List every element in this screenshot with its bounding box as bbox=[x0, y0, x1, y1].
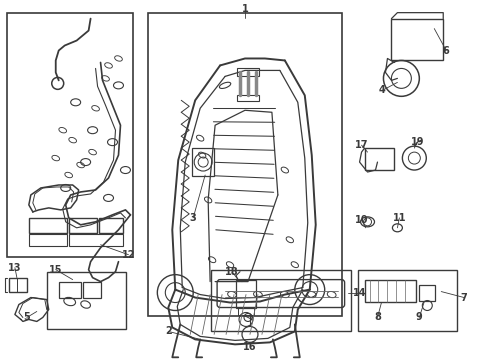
Text: 6: 6 bbox=[443, 45, 450, 55]
Bar bbox=[29, 234, 67, 246]
Text: 12: 12 bbox=[122, 250, 135, 260]
Bar bbox=[236, 280, 256, 307]
Bar bbox=[7, 13, 133, 257]
Text: 10: 10 bbox=[355, 215, 368, 225]
Bar bbox=[148, 13, 342, 316]
Text: 7: 7 bbox=[461, 293, 467, 302]
Text: 1: 1 bbox=[242, 4, 248, 14]
Bar bbox=[29, 218, 67, 233]
Text: 15: 15 bbox=[49, 265, 63, 275]
Text: 18: 18 bbox=[225, 267, 239, 276]
Text: 14: 14 bbox=[353, 288, 367, 298]
Text: 5: 5 bbox=[24, 312, 30, 323]
Bar bbox=[59, 282, 81, 298]
Bar bbox=[69, 234, 123, 246]
Bar bbox=[358, 270, 457, 332]
Text: 8: 8 bbox=[374, 312, 381, 323]
Bar bbox=[211, 270, 350, 332]
Bar bbox=[192, 148, 214, 176]
Text: 17: 17 bbox=[355, 140, 368, 150]
Text: 2: 2 bbox=[165, 327, 172, 336]
Text: 16: 16 bbox=[243, 342, 257, 352]
Bar bbox=[365, 280, 416, 302]
Bar bbox=[69, 218, 97, 233]
Bar bbox=[9, 278, 27, 292]
Text: 11: 11 bbox=[392, 213, 406, 223]
Text: 19: 19 bbox=[411, 137, 424, 147]
Bar bbox=[238, 307, 254, 315]
Text: 4: 4 bbox=[379, 85, 386, 95]
Bar bbox=[83, 282, 100, 298]
Bar bbox=[237, 68, 259, 76]
Bar bbox=[419, 285, 435, 301]
Bar bbox=[365, 148, 394, 170]
Bar bbox=[47, 272, 126, 329]
Text: 3: 3 bbox=[190, 213, 196, 223]
Text: 13: 13 bbox=[8, 263, 22, 273]
Bar bbox=[9, 278, 17, 292]
Bar bbox=[392, 19, 443, 60]
Text: 9: 9 bbox=[416, 312, 423, 323]
Bar bbox=[237, 95, 259, 101]
Bar bbox=[98, 218, 123, 233]
